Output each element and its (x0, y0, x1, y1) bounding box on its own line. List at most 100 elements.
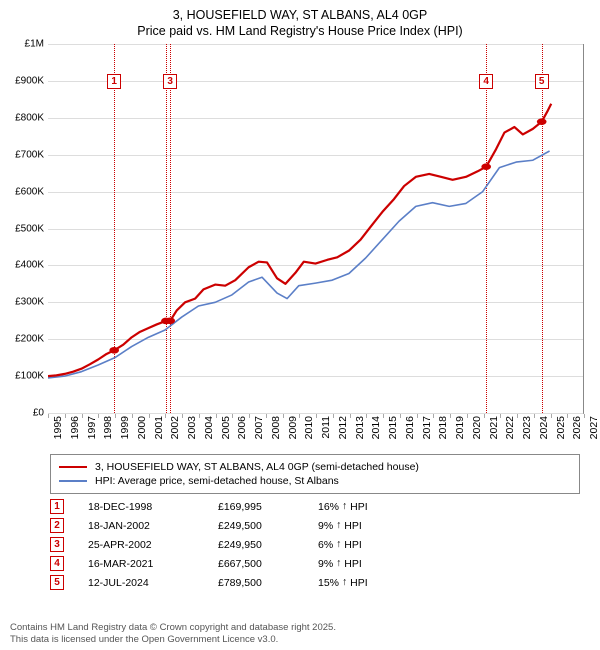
x-tick-label: 2024 (538, 416, 550, 439)
x-tick-label: 2004 (203, 416, 215, 439)
x-tick (484, 414, 485, 418)
x-tick-label: 1998 (102, 416, 114, 439)
tx-date: 16-MAR-2021 (88, 558, 218, 570)
x-tick (500, 414, 501, 418)
table-row: 3 25-APR-2002£249,9506% ↑ HPI (50, 537, 580, 552)
x-tick (567, 414, 568, 418)
table-row: 512-JUL-2024£789,50015% ↑ HPI (50, 575, 580, 590)
y-tick-label: £700K (10, 149, 44, 160)
tx-pct: 9% ↑ HPI (318, 558, 408, 570)
x-tick-label: 2005 (220, 416, 232, 439)
tx-date: 18-JAN-2002 (88, 520, 218, 532)
x-tick (383, 414, 384, 418)
x-tick-label: 2002 (169, 416, 181, 439)
table-row: 118-DEC-1998£169,99516% ↑ HPI (50, 499, 580, 514)
x-tick (551, 414, 552, 418)
x-tick (199, 414, 200, 418)
x-tick (149, 414, 150, 418)
legend-swatch (59, 480, 87, 482)
x-tick-label: 2012 (337, 416, 349, 439)
x-tick (316, 414, 317, 418)
x-tick-label: 2019 (454, 416, 466, 439)
x-tick (417, 414, 418, 418)
table-row: 4 16-MAR-2021£667,5009% ↑ HPI (50, 556, 580, 571)
tx-pct: 9% ↑ HPI (318, 520, 408, 532)
sale-dot (481, 163, 491, 170)
x-tick (283, 414, 284, 418)
x-tick-label: 2023 (521, 416, 533, 439)
x-tick (517, 414, 518, 418)
x-tick-label: 2026 (571, 416, 583, 439)
x-tick-label: 2001 (153, 416, 165, 439)
x-tick-label: 2000 (136, 416, 148, 439)
y-tick-label: £900K (10, 75, 44, 86)
sale-dot (109, 347, 119, 354)
tx-pct: 16% ↑ HPI (318, 501, 408, 513)
x-tick (400, 414, 401, 418)
x-tick (450, 414, 451, 418)
x-tick-label: 2018 (437, 416, 449, 439)
x-axis: 1995199619971998199920002001200220032004… (48, 414, 584, 448)
footer-line-1: Contains HM Land Registry data © Crown c… (10, 622, 336, 634)
x-tick-label: 2011 (320, 416, 332, 439)
x-tick (98, 414, 99, 418)
table-row: 2 18-JAN-2002£249,5009% ↑ HPI (50, 518, 580, 533)
legend-row: 3, HOUSEFIELD WAY, ST ALBANS, AL4 0GP (s… (59, 461, 571, 473)
arrow-up-icon: ↑ (336, 519, 341, 531)
x-tick-label: 2008 (270, 416, 282, 439)
x-tick (82, 414, 83, 418)
x-tick-label: 2014 (370, 416, 382, 439)
tx-date: 18-DEC-1998 (88, 501, 218, 513)
tx-price: £249,500 (218, 520, 318, 532)
x-tick (232, 414, 233, 418)
x-tick (165, 414, 166, 418)
x-tick-label: 1997 (86, 416, 98, 439)
plot-area: £0£100K£200K£300K£400K£500K£600K£700K£80… (48, 44, 584, 414)
tx-number-box: 5 (50, 575, 64, 590)
x-tick-label: 1996 (69, 416, 81, 439)
y-tick-label: £300K (10, 297, 44, 308)
chart-container: 3, HOUSEFIELD WAY, ST ALBANS, AL4 0GP Pr… (0, 0, 600, 650)
legend-label: 3, HOUSEFIELD WAY, ST ALBANS, AL4 0GP (s… (95, 461, 419, 473)
tx-pct: 6% ↑ HPI (318, 539, 408, 551)
arrow-up-icon: ↑ (342, 576, 347, 588)
x-tick (299, 414, 300, 418)
x-tick-label: 2025 (555, 416, 567, 439)
x-tick (48, 414, 49, 418)
y-tick-label: £1M (10, 39, 44, 50)
sale-dot (537, 118, 547, 125)
tx-price: £789,500 (218, 577, 318, 589)
y-tick-label: £800K (10, 112, 44, 123)
transactions-table: 118-DEC-1998£169,99516% ↑ HPI218-JAN-200… (50, 499, 580, 590)
chart-title: 3, HOUSEFIELD WAY, ST ALBANS, AL4 0GP (10, 8, 590, 22)
x-tick (584, 414, 585, 418)
footer: Contains HM Land Registry data © Crown c… (10, 622, 336, 646)
tx-number-box: 1 (50, 499, 64, 514)
x-tick (115, 414, 116, 418)
x-tick (350, 414, 351, 418)
x-tick-label: 2017 (421, 416, 433, 439)
x-tick (333, 414, 334, 418)
x-tick-label: 2021 (488, 416, 500, 439)
tx-date: 25-APR-2002 (88, 539, 218, 551)
sale-dot (165, 317, 175, 324)
x-tick-label: 1995 (52, 416, 64, 439)
x-tick (467, 414, 468, 418)
x-tick-label: 2007 (253, 416, 265, 439)
x-tick-label: 2006 (236, 416, 248, 439)
arrow-up-icon: ↑ (336, 557, 341, 569)
x-tick (366, 414, 367, 418)
x-tick (266, 414, 267, 418)
tx-price: £667,500 (218, 558, 318, 570)
tx-number-box: 2 (50, 518, 64, 533)
x-tick-label: 2013 (354, 416, 366, 439)
x-tick-label: 2003 (186, 416, 198, 439)
y-tick-label: £500K (10, 223, 44, 234)
tx-number-box: 4 (50, 556, 64, 571)
tx-number-box: 3 (50, 537, 64, 552)
tx-price: £249,950 (218, 539, 318, 551)
tx-pct: 15% ↑ HPI (318, 577, 408, 589)
legend-row: HPI: Average price, semi-detached house,… (59, 475, 571, 487)
x-tick-label: 2027 (588, 416, 600, 439)
y-tick-label: £100K (10, 371, 44, 382)
